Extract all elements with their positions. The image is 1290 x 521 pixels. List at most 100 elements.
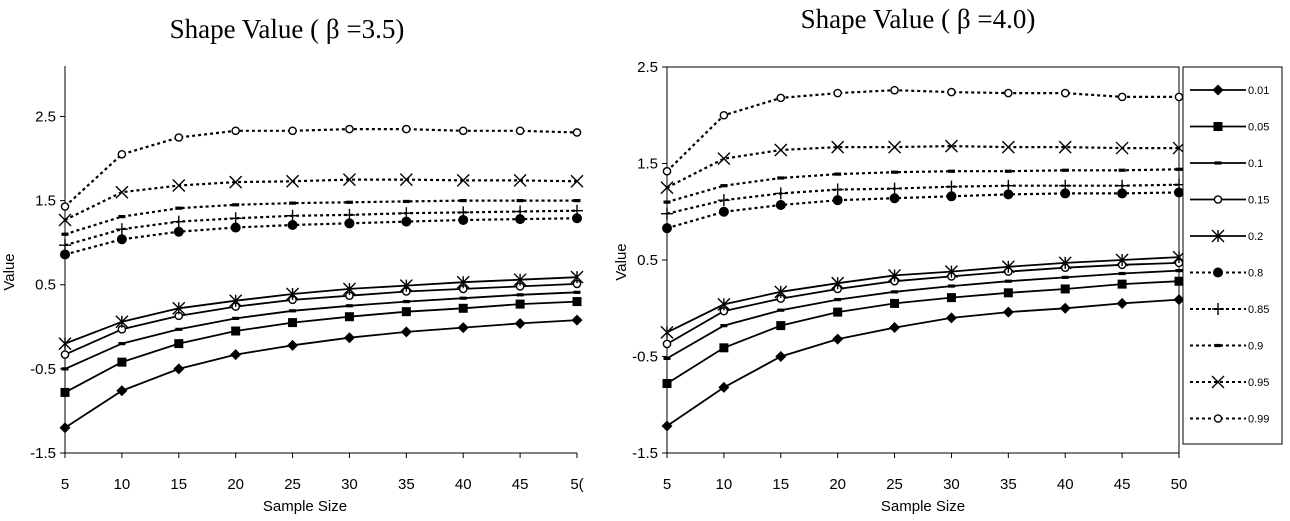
- data-point: [1003, 288, 1013, 298]
- data-point: [1058, 140, 1072, 154]
- data-point: [776, 93, 786, 103]
- data-point: [402, 299, 410, 304]
- data-point: [720, 324, 728, 328]
- data-point: [289, 309, 297, 313]
- legend-marker: [1213, 122, 1223, 131]
- data-point: [60, 202, 70, 211]
- series-line: [666, 144, 1179, 189]
- x-tick-label: 10: [716, 476, 733, 493]
- data-point: [117, 357, 127, 367]
- x-tick-label: 25: [886, 476, 903, 493]
- data-point: [1004, 279, 1012, 283]
- data-point: [831, 140, 845, 154]
- data-point: [173, 363, 185, 375]
- data-point: [889, 193, 900, 204]
- series-line: [64, 178, 578, 221]
- series-layer: [58, 124, 584, 434]
- data-point: [515, 126, 525, 136]
- data-point: [1003, 189, 1014, 200]
- series-0.15: [662, 258, 1184, 349]
- series-0.95: [660, 139, 1186, 195]
- data-point: [1061, 275, 1069, 279]
- data-point: [116, 385, 128, 397]
- data-point: [174, 339, 184, 349]
- series-line: [666, 280, 1180, 385]
- data-point: [833, 307, 843, 317]
- series-line: [64, 276, 578, 345]
- data-point: [401, 307, 411, 317]
- data-point: [774, 143, 788, 157]
- series-line: [64, 199, 577, 236]
- data-point: [888, 140, 902, 154]
- data-point: [1115, 253, 1129, 267]
- data-point: [831, 276, 845, 290]
- data-point: [456, 275, 470, 289]
- series-line: [666, 298, 1180, 427]
- x-tick-label: 40: [1057, 476, 1074, 493]
- legend-marker: [1214, 343, 1222, 348]
- legend-item: 0.05: [1190, 122, 1269, 134]
- data-point: [946, 191, 957, 202]
- data-point: [345, 124, 354, 134]
- data-point: [890, 298, 900, 308]
- legend-item: 0.9: [1190, 341, 1263, 353]
- data-point: [944, 265, 958, 279]
- series-line: [64, 291, 578, 370]
- series-0.99: [60, 124, 582, 211]
- data-point: [229, 294, 243, 308]
- x-tick-label: 20: [829, 476, 846, 493]
- data-point: [719, 343, 729, 353]
- data-point: [945, 312, 957, 324]
- data-point: [570, 174, 584, 188]
- data-point: [458, 214, 469, 225]
- y-tick-label: 2.5: [35, 108, 56, 125]
- data-point: [571, 314, 583, 326]
- data-point: [1174, 276, 1184, 286]
- series-line: [64, 319, 578, 429]
- data-point: [947, 284, 955, 288]
- data-point: [717, 297, 731, 311]
- data-point: [515, 299, 525, 309]
- data-point: [61, 367, 69, 371]
- data-point: [946, 293, 956, 303]
- data-point: [1117, 92, 1127, 102]
- data-point: [832, 333, 844, 345]
- data-point: [1117, 279, 1127, 289]
- x-tick-label: 25: [284, 476, 301, 493]
- data-point: [115, 223, 128, 236]
- data-point: [1004, 169, 1012, 173]
- series-0.8: [662, 187, 1184, 234]
- legend-item: 0.85: [1190, 303, 1269, 316]
- data-point: [400, 326, 412, 338]
- y-tick-label: 0.5: [637, 252, 658, 269]
- x-tick-label: 35: [1000, 476, 1017, 493]
- data-point: [572, 128, 582, 137]
- series-line: [666, 191, 1180, 230]
- data-point: [774, 285, 788, 299]
- y-tick-label: -1.5: [632, 445, 658, 462]
- series-0.15: [60, 279, 582, 359]
- data-point: [515, 214, 526, 225]
- data-point: [1118, 271, 1126, 276]
- data-point: [720, 184, 728, 188]
- y-tick-label: 0.5: [35, 277, 56, 294]
- data-point: [833, 88, 842, 98]
- data-point: [947, 87, 956, 97]
- data-point: [172, 215, 185, 228]
- series-line: [666, 269, 1180, 360]
- data-point: [232, 316, 240, 320]
- legend: 0.01 0.05 0.1 0.15 0.2 0.8 0.85 0.9 0.95 0.99: [1182, 66, 1283, 445]
- data-point: [288, 126, 297, 136]
- data-point: [516, 199, 524, 203]
- data-point: [343, 332, 355, 344]
- series-0.05: [662, 276, 1184, 389]
- data-point: [888, 182, 901, 195]
- y-tick-label: 1.5: [35, 193, 56, 210]
- x-tick-label: 50: [1171, 476, 1188, 493]
- data-point: [573, 199, 581, 203]
- series-line: [64, 217, 578, 256]
- data-point: [59, 239, 71, 252]
- series-line: [64, 128, 578, 208]
- data-point: [660, 181, 674, 195]
- data-point: [60, 249, 70, 260]
